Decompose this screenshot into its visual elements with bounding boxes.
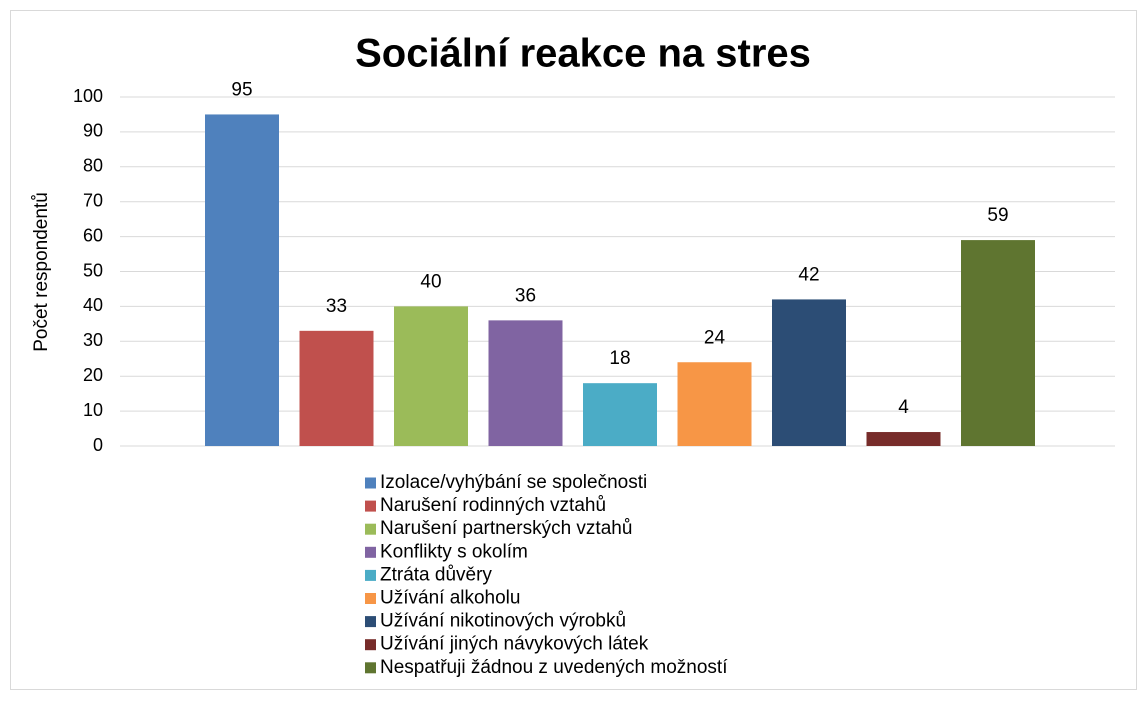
bar [394,306,468,446]
bar [488,320,563,446]
data-label: 18 [609,348,630,369]
legend-label: Narušení rodinných vztahů [380,495,606,516]
bar [299,330,374,446]
data-label: 95 [231,79,252,100]
legend-label: Užívání jiných návykových látek [380,634,649,655]
legend-swatch [365,639,376,651]
legend-label: Konflikty s okolím [380,541,528,562]
chart-title: Sociální reakce na stres [355,32,811,76]
y-tick-label: 70 [83,190,103,210]
legend-label: Užívání nikotinových výrobků [380,611,626,632]
legend-swatch [365,546,376,558]
y-axis-label: Počet respondentů [31,192,52,352]
data-label: 24 [704,327,726,348]
legend-label: Užívání alkoholu [380,588,520,609]
data-label: 4 [898,397,909,418]
bar [205,114,279,446]
legend-swatch [365,616,376,628]
legend-label: Izolace/vyhýbání se společnosti [380,472,647,493]
legend-label: Nespatřuji žádnou z uvedených možností [380,657,728,678]
data-label: 42 [798,264,819,285]
y-tick-label: 60 [83,225,103,245]
y-tick-label: 30 [83,330,103,350]
y-tick-label: 20 [83,365,103,385]
y-tick-label: 10 [83,400,103,420]
y-tick-label: 80 [83,156,103,176]
bar [677,362,752,446]
legend-swatch [365,569,376,581]
bar [772,299,846,446]
legend-swatch [365,523,376,535]
data-label: 33 [326,296,347,317]
legend-swatch [365,477,376,489]
bar [866,432,941,446]
legend-label: Ztráta důvěry [380,564,492,585]
bar [961,240,1035,446]
legend-label: Narušení partnerských vztahů [380,518,632,539]
y-tick-label: 40 [83,295,103,315]
y-tick-label: 90 [83,121,103,141]
data-label: 40 [420,271,441,292]
bar [583,383,657,446]
y-tick-label: 0 [93,435,103,455]
y-tick-label: 100 [73,86,103,106]
data-label: 59 [987,205,1008,226]
y-tick-label: 50 [83,260,103,280]
data-label: 36 [515,285,536,306]
chart-border [10,10,1137,690]
legend-swatch [365,500,376,512]
legend-swatch [365,662,376,674]
legend-swatch [365,593,376,604]
